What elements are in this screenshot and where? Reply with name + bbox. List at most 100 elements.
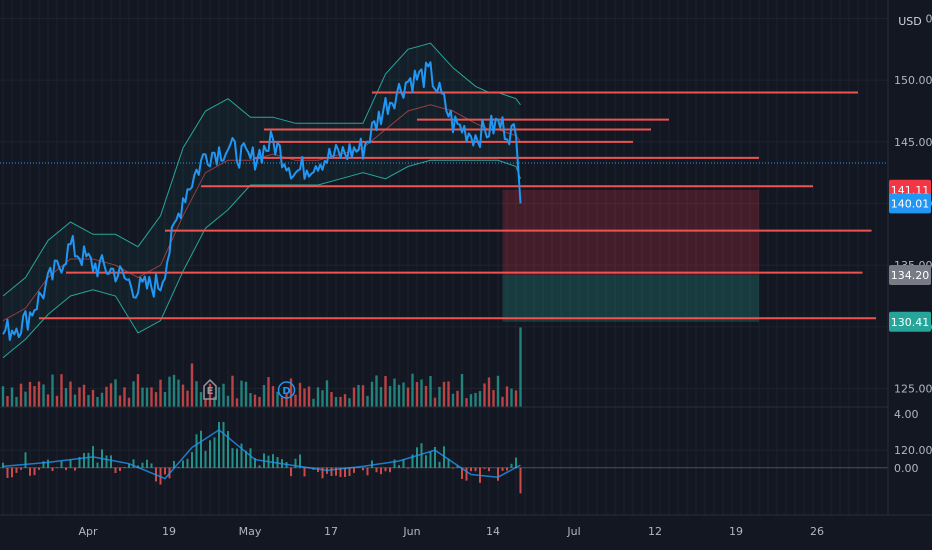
oscillator-bar [119,467,121,472]
volume-bar [37,381,41,407]
oscillator-bar [114,467,117,473]
oscillator-bar [204,450,207,468]
oscillator-bar [222,421,225,468]
oscillator-bar [474,467,477,472]
time-scale[interactable]: Apr 19 May 17 Jun 14 Jul 12 19 26 [0,514,932,538]
volume-bar [226,395,230,407]
oscillator-bar [240,443,243,468]
oscillator-bar [290,467,292,477]
event-earnings-icon[interactable]: E [203,378,217,400]
oscillator-bar [393,459,396,468]
volume-bar [348,398,351,407]
oscillator-bar [74,467,76,471]
volume-bar [51,374,54,407]
earnings-marker-icon[interactable] [203,378,217,400]
oscillator-bar [38,467,40,470]
oscillator-bar [11,467,13,478]
volume-bar [55,395,59,407]
volume-bar [505,386,509,407]
volume-bar [190,363,194,407]
target-zone[interactable] [502,275,760,322]
volume-bar [438,386,441,407]
volume-bar [249,393,252,407]
volume-bar [339,396,342,407]
time-tick-label: 26 [810,525,824,538]
volume-bar [253,394,257,407]
oscillator-bar [60,461,63,468]
volume-bar [397,384,401,407]
volume-bar [357,384,360,407]
volume-bar [303,388,306,407]
horizontal-levels[interactable] [39,91,876,320]
volume-bar [141,387,144,407]
time-tick-label: Apr [78,525,98,538]
volume-bar [424,385,428,407]
oscillator-bar [69,459,72,468]
time-tick-label: 19 [729,525,743,538]
volume-bar [361,385,365,407]
volume-bar [42,384,45,407]
volume-bar [469,394,473,407]
price-tag-target [889,311,931,332]
currency-label: USD [898,15,922,28]
currency-badge[interactable] [894,8,926,34]
oscillator-bar [402,459,405,468]
event-dividend-icon[interactable]: D [277,381,296,399]
volume-bar [96,396,99,407]
oscillator-bar [425,455,427,468]
volume-bar [204,398,207,407]
oscillator-bar [420,443,423,468]
oscillator-bar [236,448,238,468]
oscillator-bar [330,467,333,477]
stop-zone[interactable] [502,189,760,276]
volume-bar [177,379,180,407]
event-letter: E [207,386,214,397]
volume-bar [168,376,171,407]
volume-bar [114,379,117,407]
band-fill [3,43,521,358]
position-tool[interactable] [502,189,760,322]
volume-bar [420,379,423,407]
volume-histogram [1,327,522,407]
volume-bar [240,380,243,407]
oscillator-bar [375,467,378,473]
oscillator-bar [6,467,9,478]
price-tag-label: 134.20 [891,269,930,282]
oscillator-bar [137,465,139,468]
volume-bar [510,388,513,407]
volume-bar [289,378,293,407]
volume-bar [15,396,18,407]
oscillator-bar [501,467,504,471]
oscillator-bar [83,453,85,468]
volume-bar [388,386,392,407]
time-tick-label: 12 [648,525,662,538]
oscillator-bar [42,461,45,468]
volume-bar [285,393,288,407]
oscillator-bar [416,447,418,468]
volume-bar [24,391,27,407]
oscillator-bar [123,467,126,468]
oscillator-bar [173,460,175,468]
oscillator-bar [398,465,400,468]
time-tick-label: 17 [324,525,338,538]
oscillator-bar [254,458,256,468]
oscillator-bar [65,467,67,471]
lower-band-line [2,159,521,359]
oscillator-bar [177,466,180,468]
volume-bar [411,373,414,407]
volume-bar [87,395,90,407]
event-letter: D [282,386,290,397]
oscillator-bar [470,467,472,472]
volume-bar [379,387,383,407]
oscillator-bar [191,452,193,468]
volume-bar [64,388,68,407]
volume-bar [456,390,459,407]
oscillator-bar [195,434,198,468]
volume-bar [195,381,198,407]
dividend-marker-icon[interactable] [277,381,296,399]
oscillator-bar [389,467,391,473]
oscillator-bar [51,467,54,472]
volume-bar [519,327,522,407]
